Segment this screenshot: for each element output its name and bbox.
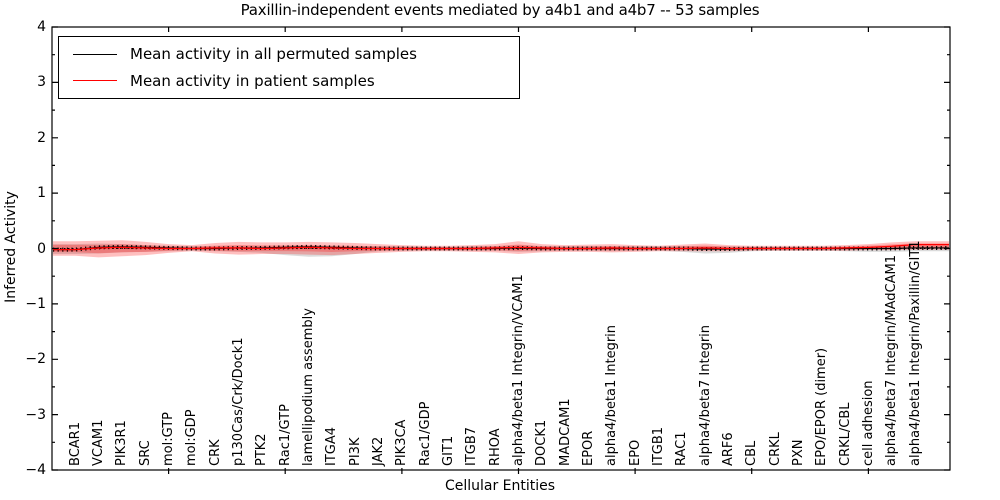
x-tick-label: alpha4/beta7 Integrin (697, 324, 713, 466)
x-tick-label: mol:GDP (184, 409, 200, 466)
legend-entry-patient: Mean activity in patient samples (73, 68, 519, 94)
x-tick-label: MADCAM1 (557, 398, 573, 466)
x-tick-label: CRKL (767, 432, 783, 466)
x-tick-label: p130Cas/Crk/Dock1 (231, 337, 247, 466)
x-axis-label: Cellular Entities (444, 478, 556, 494)
x-tick-label: PTK2 (254, 433, 270, 466)
x-tick-label: BCAR1 (67, 422, 83, 466)
x-tick-label: Rac1/GTP (277, 404, 293, 466)
y-tick-label: 1 (37, 185, 46, 202)
y-tick-label: −3 (25, 406, 46, 423)
legend-line-red (73, 80, 117, 82)
patient-mean-line (52, 243, 950, 251)
x-tick-label: SRC (137, 440, 153, 466)
y-ticks (52, 26, 950, 471)
x-tick-label: cell adhesion (860, 380, 876, 466)
y-tick-label: 4 (37, 19, 46, 35)
x-tick-label: alpha4/beta7 Integrin/MAdCAM1 (884, 255, 900, 466)
x-tick-label: mol:GTP (161, 412, 177, 466)
y-tick-label: −4 (25, 462, 46, 478)
permuted-ci-band (53, 243, 949, 257)
y-tick-label: −2 (25, 351, 46, 368)
x-tick-label: EPOR (580, 430, 596, 466)
x-tick-label: ITGB1 (650, 426, 666, 466)
x-tick-label: EPO/EPOR (dimer) (814, 347, 830, 466)
x-tick-label: PXN (790, 439, 806, 466)
x-tick-label: lamellipodium assembly (301, 308, 317, 466)
x-tick-label: PIK3R1 (114, 420, 130, 466)
x-tick-label: ARF6 (720, 432, 736, 466)
x-tick-label: Rac1/GDP (417, 401, 433, 466)
x-tick-label: ITGA4 (324, 426, 340, 466)
x-tick-label: PIK3CA (394, 419, 410, 466)
x-tick-label: DOCK1 (534, 419, 550, 466)
chart-title: Paxillin-independent events mediated by … (240, 1, 760, 19)
legend-entry-permuted: Mean activity in all permuted samples (73, 41, 519, 67)
y-tick-label: 2 (37, 129, 46, 146)
x-tick-label: CBL (744, 440, 760, 466)
x-tick-label: VCAM1 (91, 419, 107, 466)
x-tick-label: ITGB7 (464, 426, 480, 466)
legend-label-patient: Mean activity in patient samples (130, 71, 375, 90)
x-tick-label: alpha4/beta1 Integrin/Paxillin/GIT1 (907, 240, 923, 466)
x-tick-label: EPO (627, 439, 643, 466)
x-tick-label: GIT1 (441, 435, 457, 466)
y-tick-label: −1 (25, 295, 46, 312)
x-tick-label: RAC1 (674, 431, 690, 466)
x-ticks (168, 27, 869, 474)
x-tick-label: RHOA (487, 428, 503, 466)
x-tick-label: CRKL/CBL (837, 402, 853, 467)
x-tick-label: alpha4/beta1 Integrin (604, 324, 620, 466)
x-tick-label: CRK (207, 439, 223, 466)
legend-label-permuted: Mean activity in all permuted samples (130, 45, 417, 64)
y-tick-label: 3 (37, 74, 46, 91)
legend: Mean activity in all permuted samples Me… (58, 36, 520, 99)
x-tick-label: alpha4/beta1 Integrin/VCAM1 (510, 274, 526, 466)
legend-line-black (73, 53, 117, 55)
x-tick-label: JAK2 (371, 436, 387, 466)
x-tick-label: PI3K (347, 437, 363, 466)
y-tick-label: 0 (37, 240, 46, 257)
